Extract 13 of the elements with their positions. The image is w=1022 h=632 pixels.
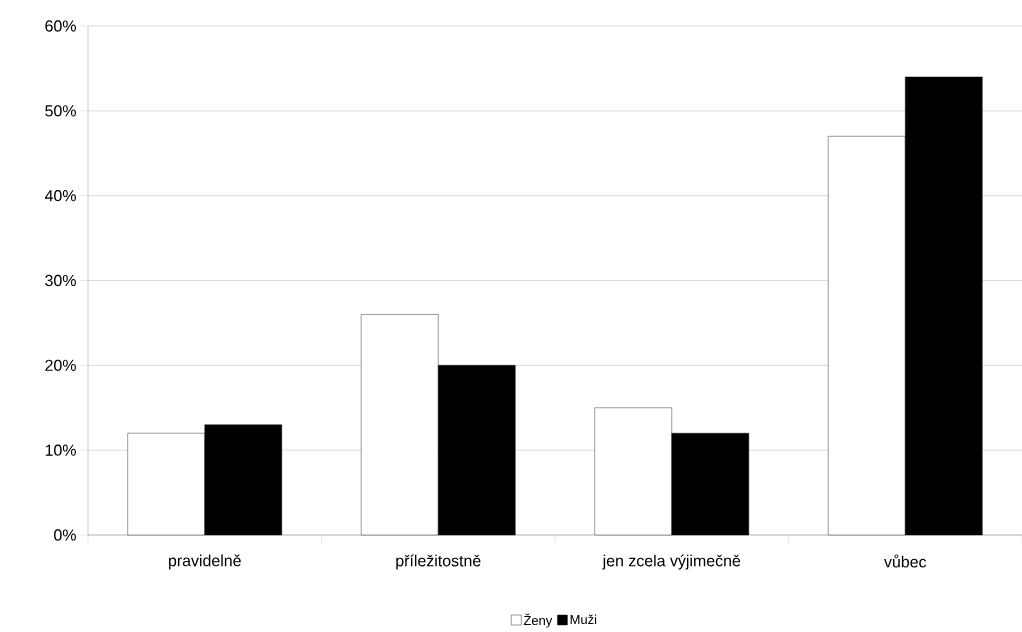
y-tick-label: 0%: [54, 529, 76, 541]
x-tick-label: pravidelně: [169, 554, 241, 570]
y-tick-label: 20%: [45, 359, 76, 371]
y-tick-label: 10%: [45, 444, 76, 456]
y-tick-label: 40%: [44, 190, 76, 202]
x-tick-label: jen zcela výjimečně: [602, 554, 741, 570]
x-tick-label: příležitostně: [396, 554, 481, 570]
y-tick-label: 60%: [45, 20, 76, 32]
y-tick-label: 50%: [45, 105, 76, 117]
x-tick-label: vůbec: [884, 554, 927, 568]
legend-label: Ženy: [523, 613, 553, 628]
y-tick-label: 30%: [45, 274, 76, 287]
legend-label: Muži: [570, 614, 597, 625]
